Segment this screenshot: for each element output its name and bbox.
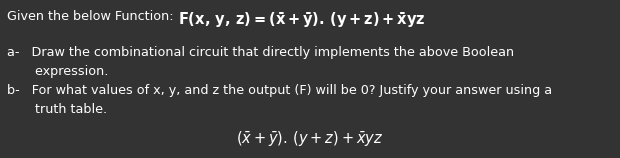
Text: $\mathbf{F(x,\, y,\, z) = (\bar{x}+\bar{y}).\,(y+z)+\bar{x}yz}$: $\mathbf{F(x,\, y,\, z) = (\bar{x}+\bar{… xyxy=(178,10,425,30)
Text: $(\bar{x}+\bar{y}).\,(y+z)+\bar{x}yz$: $(\bar{x}+\bar{y}).\,(y+z)+\bar{x}yz$ xyxy=(236,130,384,149)
Text: a-   Draw the combinational circuit that directly implements the above Boolean: a- Draw the combinational circuit that d… xyxy=(7,46,514,59)
Text: Given the below Function:: Given the below Function: xyxy=(7,10,182,23)
Text: expression.: expression. xyxy=(7,65,108,78)
Text: truth table.: truth table. xyxy=(7,103,107,116)
Text: b-   For what values of x, y, and z the output (F) will be 0? Justify your answe: b- For what values of x, y, and z the ou… xyxy=(7,84,552,97)
